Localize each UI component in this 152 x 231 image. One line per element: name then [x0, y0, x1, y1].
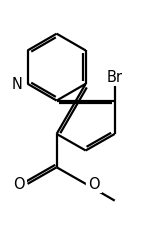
Text: O: O [88, 176, 100, 191]
Text: N: N [11, 77, 22, 92]
Text: Br: Br [107, 70, 123, 85]
Text: O: O [13, 176, 25, 191]
